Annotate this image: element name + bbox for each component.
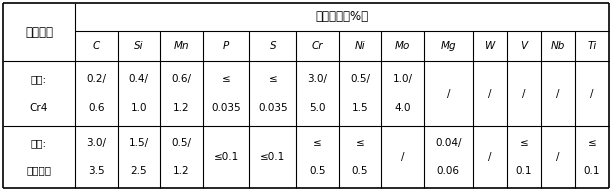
Text: 1.0: 1.0 xyxy=(130,103,147,113)
Text: 1.2: 1.2 xyxy=(173,103,190,113)
Text: 球墨铸铁: 球墨铸铁 xyxy=(26,166,51,176)
Text: 0.035: 0.035 xyxy=(211,103,241,113)
Text: Si: Si xyxy=(134,41,144,51)
Text: Ni: Ni xyxy=(355,41,365,51)
Text: Nb: Nb xyxy=(551,41,565,51)
Text: Mg: Mg xyxy=(441,41,456,51)
Text: Cr: Cr xyxy=(312,41,323,51)
Text: 0.2/: 0.2/ xyxy=(86,74,106,84)
Text: 0.5/: 0.5/ xyxy=(350,74,370,84)
Text: 0.4/: 0.4/ xyxy=(129,74,149,84)
Text: 0.1: 0.1 xyxy=(584,166,600,176)
Text: 外层:: 外层: xyxy=(31,74,47,84)
Text: Ti: Ti xyxy=(588,41,597,51)
Text: /: / xyxy=(488,152,491,162)
Text: 3.0/: 3.0/ xyxy=(86,138,106,148)
Text: 0.6: 0.6 xyxy=(88,103,105,113)
Text: 0.5: 0.5 xyxy=(309,166,326,176)
Text: /: / xyxy=(488,88,491,99)
Text: 化学成分（%）: 化学成分（%） xyxy=(315,11,368,23)
Text: 2.5: 2.5 xyxy=(130,166,147,176)
Text: /: / xyxy=(556,152,560,162)
Text: ≤: ≤ xyxy=(269,74,277,84)
Text: ≤: ≤ xyxy=(356,138,365,148)
Text: ≤0.1: ≤0.1 xyxy=(260,152,285,162)
Text: ≤0.1: ≤0.1 xyxy=(214,152,239,162)
Text: 4.0: 4.0 xyxy=(394,103,411,113)
Text: 材质配对: 材质配对 xyxy=(25,26,53,39)
Text: 1.5: 1.5 xyxy=(352,103,368,113)
Text: 0.5/: 0.5/ xyxy=(171,138,192,148)
Text: 1.5/: 1.5/ xyxy=(129,138,149,148)
Text: 3.0/: 3.0/ xyxy=(308,74,327,84)
Text: C: C xyxy=(92,41,100,51)
Text: 5.0: 5.0 xyxy=(309,103,326,113)
Text: P: P xyxy=(223,41,229,51)
Text: 0.035: 0.035 xyxy=(258,103,288,113)
Text: Cr4: Cr4 xyxy=(30,103,48,113)
Text: 内层:: 内层: xyxy=(31,138,47,148)
Text: ≤: ≤ xyxy=(520,138,528,148)
Text: /: / xyxy=(401,152,405,162)
Text: 3.5: 3.5 xyxy=(88,166,105,176)
Text: 1.2: 1.2 xyxy=(173,166,190,176)
Text: 0.6/: 0.6/ xyxy=(171,74,192,84)
Text: 0.04/: 0.04/ xyxy=(435,138,461,148)
Text: Mn: Mn xyxy=(174,41,189,51)
Text: ≤: ≤ xyxy=(313,138,322,148)
Text: W: W xyxy=(485,41,495,51)
Text: 0.06: 0.06 xyxy=(437,166,460,176)
Text: Mo: Mo xyxy=(395,41,410,51)
Text: V: V xyxy=(520,41,528,51)
Text: /: / xyxy=(590,88,594,99)
Text: ≤: ≤ xyxy=(222,74,231,84)
Text: /: / xyxy=(447,88,450,99)
Text: /: / xyxy=(522,88,526,99)
Text: /: / xyxy=(556,88,560,99)
Text: S: S xyxy=(269,41,276,51)
Text: 0.1: 0.1 xyxy=(516,166,532,176)
Text: ≤: ≤ xyxy=(588,138,596,148)
Text: 1.0/: 1.0/ xyxy=(393,74,412,84)
Text: 0.5: 0.5 xyxy=(352,166,368,176)
